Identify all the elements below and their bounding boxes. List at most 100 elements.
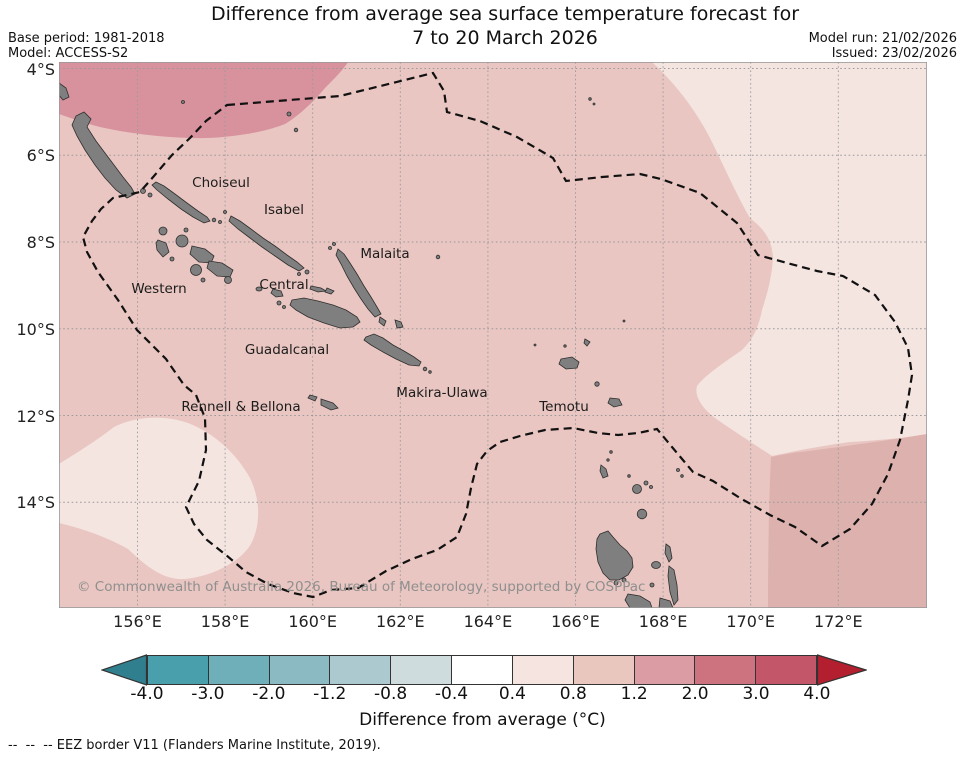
islet-temotu [563,344,567,348]
x-tick-label: 156°E [113,612,162,631]
colorbar-left-arrow [101,654,147,686]
island-western-blob [155,239,170,258]
island-russell [276,300,282,306]
island-shortland [140,188,146,194]
x-tick-label: 158°E [200,612,250,631]
island-bougainville [71,111,136,199]
colorbar-tick-label: -0.8 [374,684,408,704]
colorbar-tick-label: -0.4 [434,684,469,704]
island-bougainville-tip [59,82,70,101]
island-gaua [636,508,648,520]
island-russell [282,305,286,309]
map-region-southeast-wedge [768,434,927,608]
island-shortland [147,192,153,198]
colorbar-tick-label: 1.2 [620,684,648,704]
islet-temotu [594,381,600,387]
map-region-east-light [652,62,927,456]
colorbar-segment [148,656,209,684]
colorbar-segment [391,656,453,684]
islet-torres [680,474,684,478]
island-florida [324,287,335,295]
island-label: Western [131,281,187,297]
colorbar-right-arrow [817,654,867,686]
island-nendo [558,356,580,370]
islet [304,269,310,275]
island-label: Isabel [264,202,304,218]
islet [609,450,613,454]
atoll-speck [592,102,596,106]
island-malekula [624,593,653,608]
island-ulawa [394,319,404,329]
island-bellona [307,394,318,402]
copyright-text: © Commonwealth of Australia 2026, Bureau… [77,579,646,595]
islet [223,210,227,214]
base-period-text: Base period: 1981-2018 [8,31,165,46]
islet [297,272,301,276]
island-rennell [320,398,339,411]
atoll-speck [588,97,592,101]
title-line-2: 7 to 20 March 2026 [412,27,598,49]
colorbar-tick-label: 0.8 [559,684,587,704]
islet [627,474,631,478]
island-malaita [335,248,382,318]
colorbar-tick-label: 2.0 [681,684,709,704]
y-tick-label: 4°S [26,59,55,79]
islet [428,370,432,374]
island-espiritu-santo [595,530,634,581]
islet [218,220,222,224]
island-western-blob [175,234,189,248]
x-tick-label: 166°E [551,612,600,631]
atoll-speck [286,111,292,117]
colorbar-tick-label: 0.4 [498,684,526,704]
issued-text: Issued: 23/02/2026 [831,46,957,61]
colorbar-segment [573,656,635,684]
islet [649,582,655,588]
eez-legend-note: -- -- -- EEZ border V11 (Flanders Marine… [8,738,381,753]
island-banks [632,484,642,494]
colorbar [147,655,817,685]
x-tick-label: 162°E [375,612,425,631]
island-western-blob [190,264,202,276]
graticule-gridlines [59,62,927,608]
model-run-text: Model run: 21/02/2026 [808,31,957,46]
island-maewo [664,543,673,563]
island-choiseul [151,181,211,224]
map-frame [59,62,927,608]
island-pentecost [667,565,679,606]
title-line-1: Difference from average sea surface temp… [210,3,800,25]
islet [183,227,189,233]
islet [621,577,627,583]
island-label: Makira-Ulawa [396,385,488,401]
islet [422,366,428,372]
islet [606,458,610,462]
colorbar-segment [634,656,696,684]
x-tick-label: 164°E [463,612,513,631]
x-tick-label: 172°E [813,612,863,631]
islet [200,277,206,283]
island-sikaiana [435,254,441,260]
island-western-blob [158,226,168,236]
island-label: Central [259,277,309,293]
x-tick-label: 160°E [288,612,338,631]
island-guadalcanal [289,297,361,329]
island-western-blob [224,276,232,284]
atoll-speck [293,127,299,133]
colorbar-segment [695,656,757,684]
y-tick-label: 10°S [16,319,55,339]
islet [533,343,537,347]
y-tick-label: 12°S [16,406,55,426]
figure-title: Difference from average sea surface temp… [45,2,965,50]
x-tick-label: 168°E [638,612,688,631]
islet-torres [676,468,680,472]
island-santa-isabel [228,215,305,272]
model-text: Model: ACCESS-S2 [8,46,129,61]
sst-anomaly-map [59,62,927,608]
island-makira [363,333,422,367]
colorbar-tick-label: 4.0 [803,684,831,704]
islet [643,480,649,486]
island-ambae [651,561,661,569]
y-tick-label: 6°S [26,146,55,166]
island-label: Malaita [360,246,410,262]
colorbar-tick-label: -3.0 [191,684,225,704]
